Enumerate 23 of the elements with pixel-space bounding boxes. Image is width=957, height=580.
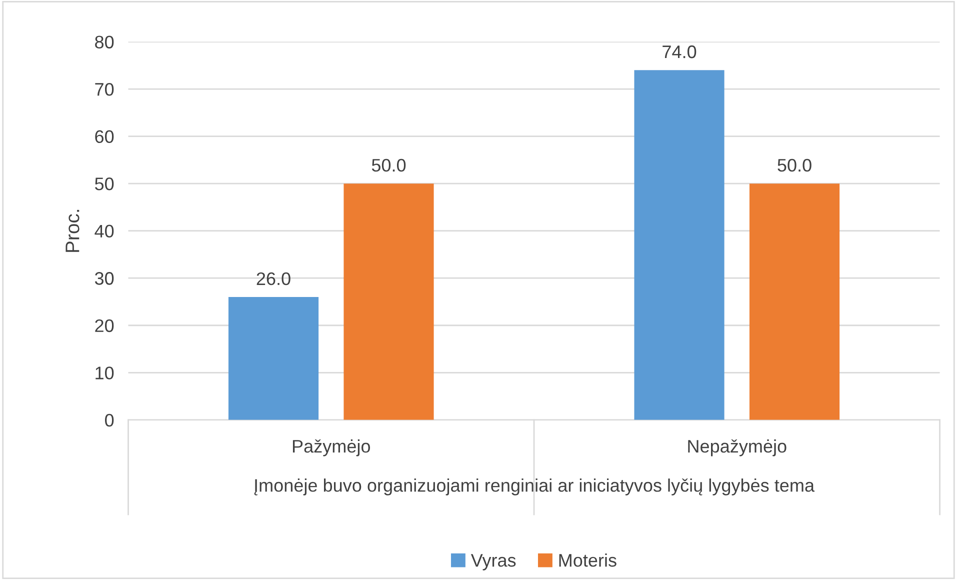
- bar: [228, 297, 319, 420]
- bar: [344, 184, 434, 420]
- data-label: 50.0: [778, 158, 812, 172]
- legend-label: Vyras: [470, 554, 516, 570]
- x-tick-label: Nepažymėjo: [688, 439, 786, 456]
- data-label: 26.0: [256, 272, 290, 286]
- data-label: 50.0: [372, 158, 406, 172]
- x-tick-label: Pažymėjo: [292, 439, 370, 456]
- x-axis-title: Įmonėje buvo organizuojami renginiai ar iniciatyvos lyčių lygybės tema: [254, 478, 815, 496]
- legend-label: Moteris: [559, 553, 616, 567]
- y-tick-label: 40: [94, 224, 114, 238]
- y-tick-label: 80: [95, 36, 114, 48]
- y-tick-label: 0: [105, 414, 114, 427]
- y-tick-label: 10: [96, 366, 114, 380]
- y-tick-label: 20: [95, 319, 114, 332]
- y-tick-label: 30: [94, 272, 114, 285]
- bar: [634, 70, 724, 420]
- y-tick-label: 60: [95, 130, 114, 144]
- y-tick-label: 70: [95, 82, 114, 96]
- data-label: 74.0: [662, 45, 696, 58]
- bar: [749, 184, 840, 420]
- y-tick-label: 50: [94, 178, 114, 190]
- y-axis-title: Proc.: [66, 210, 80, 252]
